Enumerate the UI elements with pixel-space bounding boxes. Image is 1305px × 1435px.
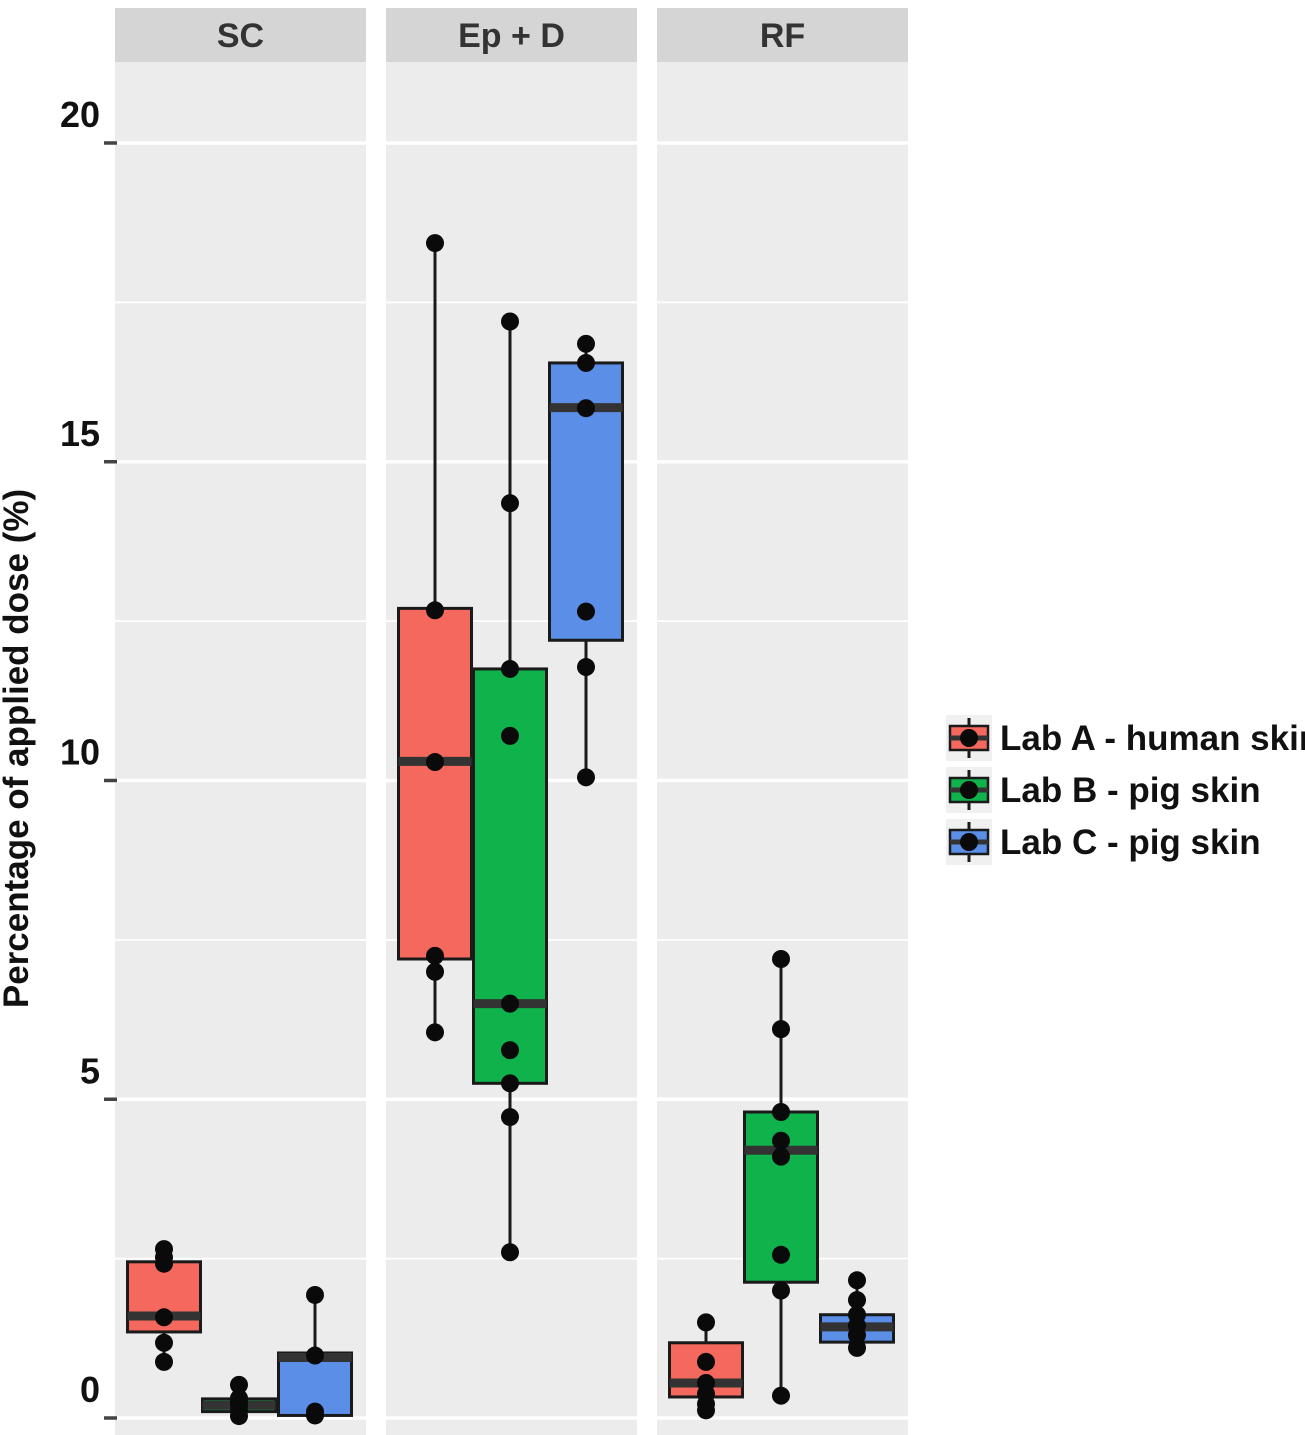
data-point [772, 1131, 790, 1150]
data-point [577, 399, 595, 418]
data-point [501, 1074, 519, 1093]
data-point [501, 494, 519, 513]
legend-key-point [960, 729, 978, 747]
facet-strip-rf [657, 8, 908, 62]
data-point [848, 1291, 866, 1310]
data-point [772, 950, 790, 968]
data-point [426, 962, 444, 981]
legend-label: Lab C - pig skin [1000, 823, 1261, 862]
data-point [577, 334, 595, 353]
box [397, 606, 473, 961]
data-point [426, 1023, 444, 1042]
data-point [772, 1103, 790, 1121]
boxplot-lab-a-human-skin-rf [668, 1313, 744, 1420]
data-point [426, 601, 444, 620]
data-point [501, 994, 519, 1013]
boxplot-lab-b-pig-skin-sc [201, 1375, 277, 1426]
panel-background-sc [115, 62, 366, 1435]
data-point [772, 1245, 790, 1264]
data-point [426, 234, 444, 253]
legend-entry-lab-a-human-skin: Lab A - human skin [946, 715, 1305, 761]
data-point [697, 1313, 715, 1332]
legend-key-point [960, 781, 978, 799]
legend-key-point [960, 833, 978, 851]
legend-entry-lab-c-pig-skin: Lab C - pig skin [946, 819, 1261, 865]
facet-strip-label-sc: SC [217, 17, 264, 55]
facet-strip-ep-d [386, 8, 637, 62]
legend-label: Lab A - human skin [1000, 719, 1305, 758]
data-point [306, 1285, 324, 1304]
data-point [772, 1281, 790, 1300]
boxplot-lab-a-human-skin-sc [126, 1240, 202, 1371]
data-point [501, 1041, 519, 1060]
data-point [848, 1338, 866, 1357]
y-tick-label: 20 [60, 94, 100, 135]
data-point [501, 659, 519, 678]
y-tick-label: 0 [80, 1369, 100, 1410]
data-point [501, 1243, 519, 1262]
y-tick-label: 5 [80, 1050, 100, 1091]
data-point [155, 1254, 173, 1273]
data-point [772, 1386, 790, 1405]
facet-strip-label-ep-d: Ep + D [458, 17, 565, 55]
legend-label: Lab B - pig skin [1000, 771, 1261, 810]
data-point [426, 753, 444, 772]
data-point [306, 1406, 324, 1425]
facet-strip-label-rf: RF [760, 17, 805, 55]
legend-entry-lab-b-pig-skin: Lab B - pig skin [946, 767, 1261, 813]
data-point [155, 1333, 173, 1352]
data-point [577, 602, 595, 621]
data-point [501, 1108, 519, 1127]
data-point [155, 1308, 173, 1327]
data-point [577, 658, 595, 677]
data-point [772, 1147, 790, 1166]
data-point [501, 312, 519, 331]
data-point [697, 1352, 715, 1371]
boxplot-lab-a-human-skin-ep-d [397, 234, 473, 1042]
boxplot-lab-c-pig-skin-rf [819, 1271, 895, 1357]
data-point [230, 1375, 248, 1394]
data-point [155, 1352, 173, 1371]
data-point [772, 1020, 790, 1039]
facet-strip-sc [115, 8, 366, 62]
data-point [848, 1326, 866, 1345]
boxplot-lab-b-pig-skin-rf [743, 950, 819, 1405]
boxplot-lab-c-pig-skin-ep-d [548, 334, 624, 787]
boxplot-lab-c-pig-skin-sc [277, 1285, 353, 1425]
y-tick-label: 15 [60, 413, 100, 454]
y-tick-label: 10 [60, 732, 100, 773]
y-axis-title: Percentage of applied dose (%) [0, 489, 36, 1008]
data-point [577, 353, 595, 372]
data-point [230, 1407, 248, 1426]
data-point [426, 946, 444, 965]
data-point [306, 1346, 324, 1365]
data-point [501, 726, 519, 745]
data-point [697, 1401, 715, 1420]
data-point [848, 1271, 866, 1290]
boxplot-lab-b-pig-skin-ep-d [472, 312, 548, 1262]
data-point [577, 768, 595, 787]
